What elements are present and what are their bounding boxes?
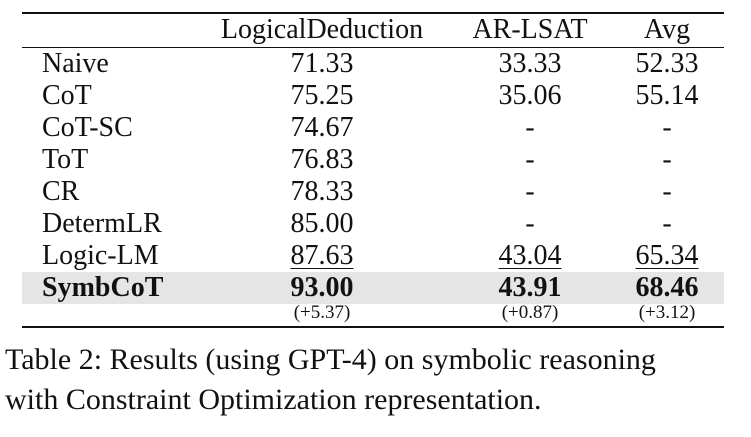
caption-line-2: with Constraint Optimization representat…: [5, 383, 542, 416]
cr-avg: -: [662, 176, 672, 207]
improvement-avg: (+3.12): [638, 302, 696, 323]
naive-ar-lsat: 33.33: [498, 48, 562, 79]
table-row-naive: Naive 71.33 33.33 52.33: [22, 48, 724, 80]
table-row-cr: CR 78.33 - -: [22, 176, 724, 208]
table-header-row: LogicalDeduction AR-LSAT Avg: [22, 14, 724, 46]
table-top-rule: [22, 12, 724, 14]
determlr-ar-lsat: -: [525, 208, 535, 239]
header-ar-lsat: AR-LSAT: [472, 14, 588, 45]
naive-avg: 52.33: [635, 48, 699, 79]
table-row-determlr: DetermLR 85.00 - -: [22, 208, 724, 240]
method-symbcot: SymbCoT: [42, 272, 164, 303]
cot-sc-logical-deduction: 74.67: [290, 112, 354, 143]
symbcot-ar-lsat: 43.91: [498, 272, 562, 303]
naive-logical-deduction: 71.33: [290, 48, 354, 79]
tot-logical-deduction: 76.83: [290, 144, 354, 175]
method-cot-sc: CoT-SC: [42, 112, 133, 143]
header-avg: Avg: [643, 14, 691, 45]
logic-lm-ar-lsat: 43.04: [498, 240, 562, 271]
cot-sc-ar-lsat: -: [525, 112, 535, 143]
cr-logical-deduction: 78.33: [290, 176, 354, 207]
table-row-symbcot: SymbCoT 93.00 43.91 68.46: [22, 272, 724, 304]
improvement-ar-lsat: (+0.87): [501, 302, 559, 323]
method-logic-lm: Logic-LM: [42, 240, 159, 271]
cot-logical-deduction: 75.25: [290, 80, 354, 111]
method-determlr: DetermLR: [42, 208, 162, 239]
cot-ar-lsat: 35.06: [498, 80, 562, 111]
table-bottom-rule: [22, 326, 724, 328]
table-row-improvements: (+5.37) (+0.87) (+3.12): [22, 300, 724, 326]
cot-avg: 55.14: [635, 80, 699, 111]
symbcot-avg: 68.46: [635, 272, 699, 303]
table-row-logic-lm: Logic-LM 87.63 43.04 65.34: [22, 240, 724, 272]
table-row-tot: ToT 76.83 - -: [22, 144, 724, 176]
method-naive: Naive: [42, 48, 109, 79]
header-logical-deduction: LogicalDeduction: [220, 14, 424, 45]
method-cr: CR: [42, 176, 80, 207]
symbcot-logical-deduction: 93.00: [290, 272, 354, 303]
logic-lm-avg: 65.34: [635, 240, 699, 271]
determlr-logical-deduction: 85.00: [290, 208, 354, 239]
tot-ar-lsat: -: [525, 144, 535, 175]
tot-avg: -: [662, 144, 672, 175]
method-cot: CoT: [42, 80, 92, 111]
table-header-rule: [22, 47, 724, 48]
caption-line-1: Table 2: Results (using GPT-4) on symbol…: [5, 343, 656, 376]
table-row-cot: CoT 75.25 35.06 55.14: [22, 80, 724, 112]
method-tot: ToT: [42, 144, 89, 175]
determlr-avg: -: [662, 208, 672, 239]
table-row-cot-sc: CoT-SC 74.67 - -: [22, 112, 724, 144]
logic-lm-logical-deduction: 87.63: [290, 240, 354, 271]
improvement-logical-deduction: (+5.37): [293, 302, 351, 323]
table-caption: Table 2: Results (using GPT-4) on symbol…: [5, 340, 745, 420]
cot-sc-avg: -: [662, 112, 672, 143]
cr-ar-lsat: -: [525, 176, 535, 207]
